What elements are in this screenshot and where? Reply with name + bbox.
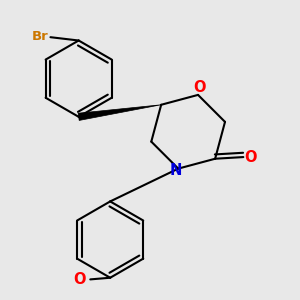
Text: O: O <box>244 150 257 165</box>
Text: N: N <box>169 163 182 178</box>
Text: O: O <box>74 272 86 287</box>
Text: O: O <box>194 80 206 95</box>
Polygon shape <box>78 105 161 120</box>
Text: Br: Br <box>32 30 49 43</box>
